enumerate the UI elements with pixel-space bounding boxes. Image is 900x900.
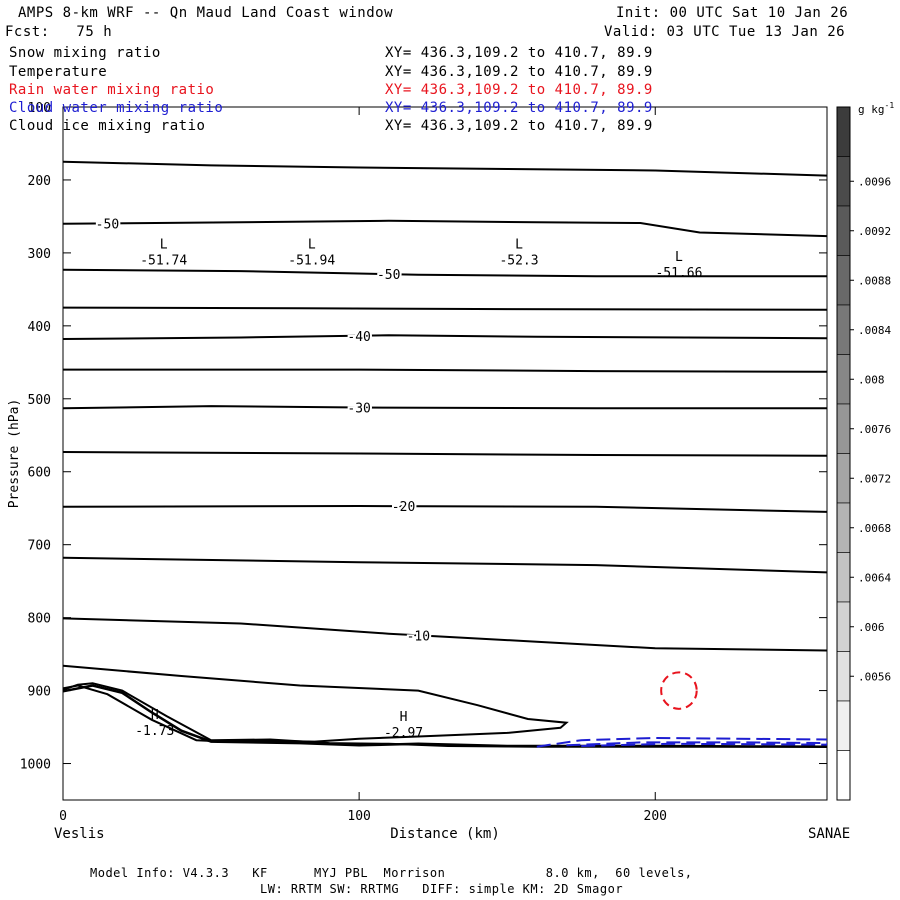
init-time: Init: 00 UTC Sat 10 Jan 26: [616, 5, 849, 21]
colorbar-label: .0056: [858, 670, 891, 683]
y-tick-label: 100: [28, 101, 51, 116]
extremum-marker: L: [675, 250, 683, 265]
x-tick-label: 200: [644, 809, 667, 824]
x-tick-label: 100: [347, 809, 370, 824]
model-info-line2: LW: RRTM SW: RRTMG DIFF: simple KM: 2D S…: [260, 882, 624, 896]
temperature-contour: [62, 504, 828, 513]
cloud-water-contour: [536, 736, 828, 748]
right-endpoint-label: SANAE: [808, 826, 850, 842]
colorbar-segment: [836, 304, 851, 355]
cloud-water-contour: [566, 741, 828, 747]
forecast-hour: Fcst: 75 h: [5, 24, 113, 40]
field-name-cloud-water: Cloud water mixing ratio: [9, 100, 224, 116]
extremum-value: -51.66: [655, 266, 702, 281]
temperature-contour: [62, 219, 828, 238]
extremum-value: -1.73: [135, 724, 174, 739]
temperature-contour: [62, 617, 828, 652]
extremum-value: -2.97: [384, 726, 423, 741]
y-tick-label: 300: [28, 247, 51, 262]
cloud-water-contour: [581, 742, 828, 747]
contour-label: -50: [96, 217, 119, 232]
colorbar-frame: [836, 106, 851, 801]
extremum-value: -51.74: [140, 254, 187, 269]
temperature-contour: [62, 451, 828, 457]
colorbar-segment: [836, 205, 851, 256]
colorbar-segment: [836, 403, 851, 454]
temperature-contour: [62, 306, 828, 311]
colorbar-unit: g kg-1: [858, 101, 894, 116]
colorbar-segment: [836, 156, 851, 207]
y-tick-label: 700: [28, 539, 51, 554]
left-endpoint-label: Veslis: [54, 826, 105, 842]
contour-label: -40: [347, 330, 370, 345]
colorbar-label: .0072: [858, 472, 891, 485]
colorbar-label: .0092: [858, 225, 891, 238]
temperature-contour: [62, 334, 828, 340]
terrain-surface: [62, 684, 828, 748]
temperature-contour: [62, 682, 827, 748]
colorbar-segment: [836, 453, 851, 504]
extremum-marker: H: [400, 710, 408, 725]
temperature-contour: [62, 405, 827, 410]
temperature-contour: [62, 664, 569, 743]
extremum-marker: L: [160, 238, 168, 253]
extremum-value: -52.3: [499, 254, 538, 269]
contour-label: -50: [377, 268, 400, 283]
colorbar-segment: [836, 601, 851, 652]
colorbar-label: .006: [858, 621, 885, 634]
x-axis-label: Distance (km): [390, 826, 500, 842]
field-name-temperature: Temperature: [9, 64, 108, 80]
colorbar-label: .0064: [858, 571, 891, 584]
y-tick-label: 1000: [20, 758, 51, 773]
extremum-value: -51.94: [288, 254, 335, 269]
temperature-contour: [62, 160, 828, 177]
y-tick-label: 400: [28, 320, 51, 335]
colorbar-unit-exponent: -1: [885, 101, 895, 110]
colorbar-segment: [836, 106, 851, 157]
colorbar-segment: [836, 651, 851, 702]
y-tick-label: 500: [28, 393, 51, 408]
colorbar-label: .0096: [858, 175, 891, 188]
contour-label: -30: [347, 402, 370, 417]
field-xy-cloud-water: XY= 436.3,109.2 to 410.7, 89.9: [385, 100, 653, 116]
contour-label: -10: [407, 629, 430, 644]
colorbar-segment: [836, 354, 851, 405]
colorbar-segment: [836, 502, 851, 553]
field-xy-cloud-ice: XY= 436.3,109.2 to 410.7, 89.9: [385, 118, 653, 134]
extremum-marker: L: [515, 238, 523, 253]
extremum-marker: L: [308, 238, 316, 253]
colorbar-segment: [836, 552, 851, 603]
y-tick-label: 900: [28, 685, 51, 700]
field-name-rain: Rain water mixing ratio: [9, 82, 215, 98]
colorbar-label: .0088: [858, 274, 891, 287]
rain-water-contour: [660, 671, 698, 710]
colorbar-label: .0068: [858, 522, 891, 535]
contour-label: -20: [392, 500, 415, 515]
y-tick-label: 800: [28, 612, 51, 627]
temperature-contour: [62, 268, 827, 278]
field-name-cloud-ice: Cloud ice mixing ratio: [9, 118, 206, 134]
model-info-line1: Model Info: V4.3.3 KF MYJ PBL Morrison 8…: [90, 866, 693, 880]
valid-time: Valid: 03 UTC Tue 13 Jan 26: [604, 24, 846, 40]
field-xy-temperature: XY= 436.3,109.2 to 410.7, 89.9: [385, 64, 653, 80]
temperature-contour: [63, 368, 828, 373]
field-xy-rain: XY= 436.3,109.2 to 410.7, 89.9: [385, 82, 653, 98]
colorbar-label: .0076: [858, 423, 891, 436]
y-tick-label: 200: [28, 174, 51, 189]
x-tick-label: 0: [59, 809, 67, 824]
temperature-contour: [62, 556, 828, 574]
colorbar-segment: [836, 700, 851, 751]
plot-title: AMPS 8-km WRF -- Qn Maud Land Coast wind…: [18, 5, 394, 21]
y-axis-label: Pressure (hPa): [7, 399, 22, 509]
extremum-marker: H: [151, 708, 159, 723]
colorbar-segment: [836, 750, 851, 801]
colorbar-label: .008: [858, 373, 885, 386]
colorbar-label: .0084: [858, 324, 891, 337]
y-tick-label: 600: [28, 466, 51, 481]
field-name-snow: Snow mixing ratio: [9, 45, 161, 61]
colorbar-segment: [836, 255, 851, 306]
plot-frame: [62, 106, 828, 801]
field-xy-snow: XY= 436.3,109.2 to 410.7, 89.9: [385, 45, 653, 61]
